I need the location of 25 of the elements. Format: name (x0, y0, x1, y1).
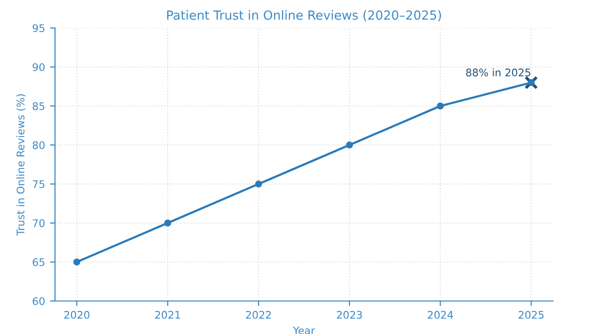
x-tick-label: 2024 (428, 310, 453, 319)
x-tick-label: 2023 (336, 310, 362, 319)
y-tick-label: 65 (32, 258, 44, 266)
y-tick-label: 90 (32, 63, 45, 72)
x-axis-title: Year (292, 326, 316, 334)
point (164, 220, 172, 226)
y-tick-label: 60 (32, 297, 45, 306)
point (346, 142, 353, 148)
y-axis-title: Trust in Online Reviews (%) (16, 94, 26, 236)
x-tick-label: 2021 (155, 310, 180, 319)
point (73, 258, 80, 266)
y-tick-label: 80 (32, 141, 45, 150)
point (255, 180, 262, 188)
y-tick-label: 95 (32, 24, 44, 32)
x-tick-label: 2025 (518, 310, 544, 319)
annotation: 88% in 2025 (466, 68, 530, 76)
y-tick-label: 85 (32, 102, 44, 110)
x-tick-label: 2022 (246, 310, 271, 319)
point (528, 79, 535, 86)
y-tick-label: 70 (32, 219, 45, 228)
point (436, 102, 444, 110)
x-tick-label: 2020 (64, 310, 90, 319)
point (524, 76, 538, 90)
chart-title: Patient Trust in Online Reviews (2020–2025) (167, 10, 441, 22)
y-tick-label: 75 (32, 180, 44, 188)
